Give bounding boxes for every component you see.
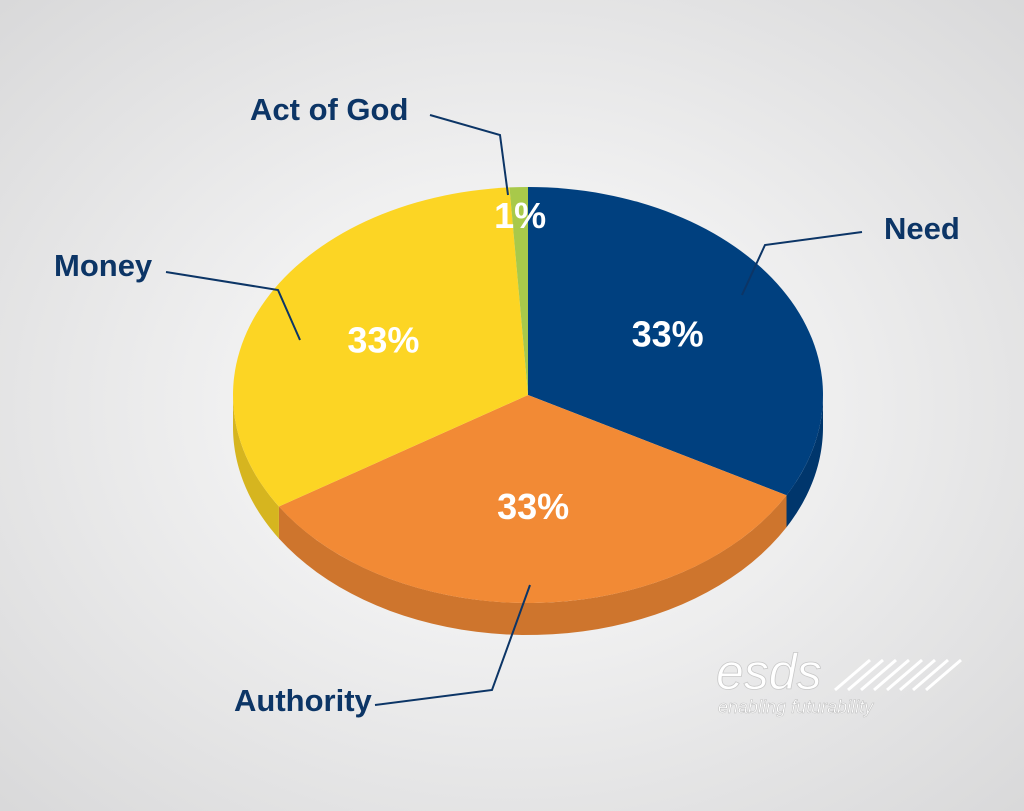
slice-side [786, 395, 823, 528]
logo: esds enabling futurability [716, 644, 962, 717]
value-label: 1% [494, 195, 546, 236]
pie-slice [528, 187, 824, 496]
slice-side [233, 395, 279, 539]
slice-side [278, 495, 787, 635]
value-label: 33% [497, 486, 569, 527]
category-label: Authority [234, 683, 373, 718]
logo-tagline: enabling futurability [718, 697, 874, 717]
leader-line [374, 584, 531, 706]
logo-stripes [834, 658, 962, 692]
category-label: Act of God [250, 92, 408, 127]
leader-line [741, 231, 863, 296]
leader-line [429, 114, 509, 196]
value-label: 33% [347, 320, 419, 361]
logo-brand: esds [716, 644, 822, 700]
pie-slice [509, 187, 528, 395]
labels: 33% Need 33% Authority 33% Money 1% Act of God [54, 92, 960, 718]
category-label: Money [54, 248, 153, 283]
pie-slice [232, 187, 528, 507]
pie-slices [232, 187, 824, 604]
pie-slice [278, 395, 787, 604]
leader-line [165, 271, 301, 341]
value-label: 33% [632, 313, 704, 354]
category-label: Need [884, 211, 960, 246]
pie-sides [233, 395, 823, 635]
